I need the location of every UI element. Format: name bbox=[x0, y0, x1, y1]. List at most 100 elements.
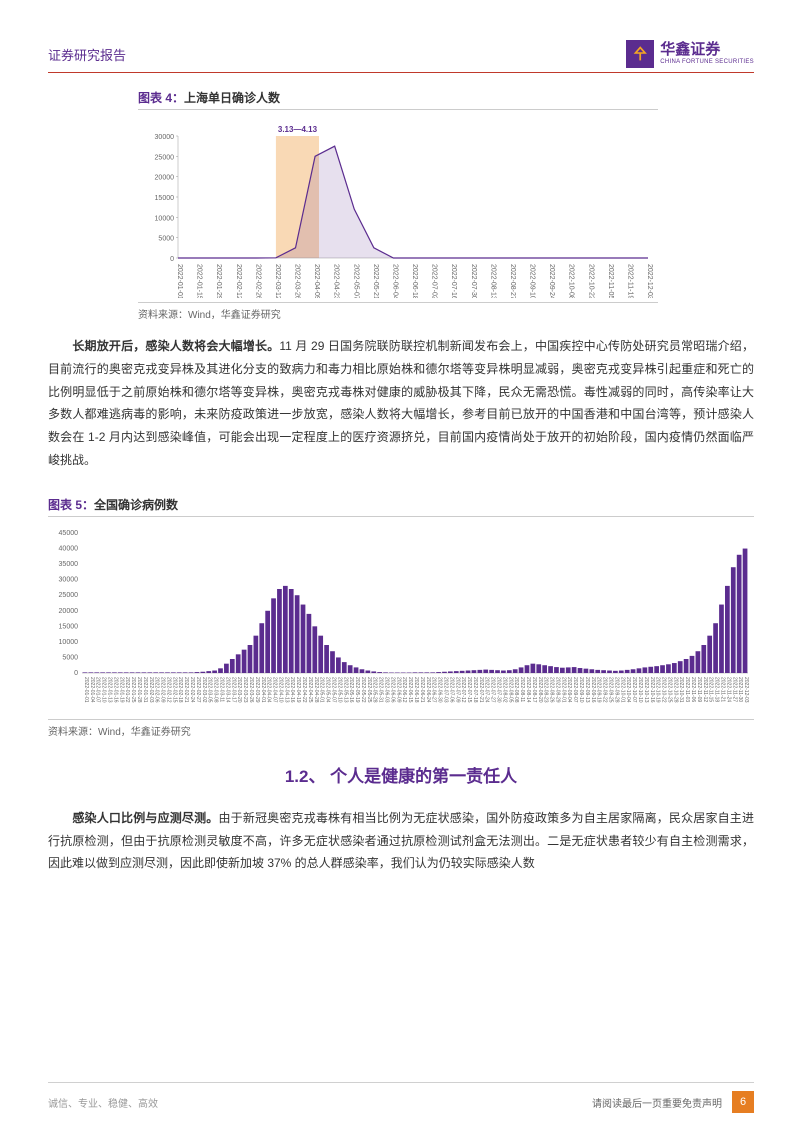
svg-text:2022-10-10: 2022-10-10 bbox=[637, 677, 643, 703]
svg-text:2022-10-13: 2022-10-13 bbox=[643, 677, 649, 703]
svg-text:2022-01-28: 2022-01-28 bbox=[136, 677, 142, 703]
chart-4-title-prefix: 图表 4： bbox=[138, 91, 184, 105]
svg-text:2022-07-30: 2022-07-30 bbox=[496, 677, 502, 703]
chart-5-source: 资料来源：Wind，华鑫证券研究 bbox=[48, 719, 754, 738]
svg-text:2022-08-08: 2022-08-08 bbox=[513, 677, 519, 703]
svg-text:2022-09-01: 2022-09-01 bbox=[560, 677, 566, 703]
svg-text:2022-11-21: 2022-11-21 bbox=[719, 677, 725, 702]
page-number: 6 bbox=[732, 1091, 754, 1113]
svg-text:2022-05-16: 2022-05-16 bbox=[348, 677, 354, 703]
svg-text:2022-01-16: 2022-01-16 bbox=[112, 677, 118, 703]
svg-text:2022-04-13: 2022-04-13 bbox=[283, 677, 289, 703]
svg-text:2022-02-24: 2022-02-24 bbox=[189, 677, 195, 703]
svg-text:2022-01-22: 2022-01-22 bbox=[124, 677, 130, 703]
svg-text:2022-07-15: 2022-07-15 bbox=[466, 677, 472, 703]
svg-text:2022-11-27: 2022-11-27 bbox=[731, 677, 737, 702]
svg-text:2022-04-16: 2022-04-16 bbox=[289, 677, 295, 703]
svg-text:2022-04-19: 2022-04-19 bbox=[295, 677, 301, 703]
page-footer: 诚信、专业、稳健、高效 请阅读最后一页重要免责声明 6 bbox=[0, 1082, 802, 1133]
svg-text:2022-08-29: 2022-08-29 bbox=[554, 677, 560, 703]
company-name-en: CHINA FORTUNE SECURITIES bbox=[660, 59, 754, 66]
svg-text:2022-06-09: 2022-06-09 bbox=[395, 677, 401, 703]
svg-text:35000: 35000 bbox=[59, 561, 79, 568]
chart-4-title-text: 上海单日确诊人数 bbox=[184, 91, 280, 105]
svg-text:2022-04-01: 2022-04-01 bbox=[260, 677, 266, 703]
svg-text:2022-07-03: 2022-07-03 bbox=[442, 677, 448, 703]
svg-text:2022-01-07: 2022-01-07 bbox=[95, 677, 101, 703]
svg-text:2022-07-18: 2022-07-18 bbox=[472, 677, 478, 703]
svg-text:20000: 20000 bbox=[59, 608, 79, 615]
svg-text:3.13—4.13: 3.13—4.13 bbox=[278, 125, 318, 134]
paragraph-1: 长期放开后，感染人数将会大幅增长。11 月 29 日国务院联防联控机制新闻发布会… bbox=[48, 335, 754, 472]
svg-text:2022-06-21: 2022-06-21 bbox=[419, 677, 425, 703]
svg-text:2022-10-07: 2022-10-07 bbox=[631, 677, 637, 703]
svg-text:5000: 5000 bbox=[62, 654, 78, 661]
paragraph-1-lead: 长期放开后，感染人数将会大幅增长。 bbox=[72, 339, 279, 353]
svg-text:2022-07-24: 2022-07-24 bbox=[484, 677, 490, 703]
svg-text:2022-07-21: 2022-07-21 bbox=[478, 677, 484, 703]
svg-text:2022-10-22: 2022-10-22 bbox=[587, 264, 594, 298]
report-type-label: 证券研究报告 bbox=[48, 45, 126, 64]
company-name-cn: 华鑫证券 bbox=[660, 42, 754, 59]
svg-text:2022-10-08: 2022-10-08 bbox=[568, 264, 575, 298]
svg-text:2022-02-12: 2022-02-12 bbox=[165, 677, 171, 703]
svg-text:2022-02-06: 2022-02-06 bbox=[154, 677, 160, 703]
svg-text:40000: 40000 bbox=[59, 545, 79, 552]
footer-disclaimer: 请阅读最后一页重要免责声明 bbox=[592, 1095, 722, 1110]
svg-text:2022-01-01: 2022-01-01 bbox=[176, 264, 183, 298]
svg-text:2022-08-02: 2022-08-02 bbox=[501, 677, 507, 703]
svg-text:2022-08-23: 2022-08-23 bbox=[543, 677, 549, 703]
svg-text:2022-01-19: 2022-01-19 bbox=[118, 677, 124, 703]
svg-text:2022-06-24: 2022-06-24 bbox=[425, 677, 431, 703]
svg-text:2022-04-23: 2022-04-23 bbox=[333, 264, 340, 298]
svg-text:2022-10-16: 2022-10-16 bbox=[649, 677, 655, 703]
svg-text:2022-08-17: 2022-08-17 bbox=[531, 677, 537, 703]
svg-text:2022-03-02: 2022-03-02 bbox=[201, 677, 207, 703]
chart-5-title-prefix: 图表 5： bbox=[48, 498, 94, 512]
svg-text:2022-01-01: 2022-01-01 bbox=[83, 677, 89, 703]
svg-text:2022-10-22: 2022-10-22 bbox=[661, 677, 667, 703]
svg-text:2022-05-13: 2022-05-13 bbox=[342, 677, 348, 703]
svg-text:2022-04-04: 2022-04-04 bbox=[266, 677, 272, 703]
chart-4-svg: 3.13—4.130500010000150002000025000300002… bbox=[138, 118, 658, 298]
svg-text:2022-08-13: 2022-08-13 bbox=[489, 264, 496, 298]
chart-5-block: 图表 5：全国确诊病例数 050001000015000200002500030… bbox=[48, 496, 754, 738]
paragraph-2-lead: 感染人口比例与应测尽测。 bbox=[72, 811, 218, 825]
svg-text:2022-09-24: 2022-09-24 bbox=[548, 264, 555, 298]
svg-text:2022-01-25: 2022-01-25 bbox=[130, 677, 136, 703]
svg-text:2022-02-03: 2022-02-03 bbox=[148, 677, 154, 703]
svg-text:2022-02-18: 2022-02-18 bbox=[177, 677, 183, 703]
svg-text:2022-08-26: 2022-08-26 bbox=[549, 677, 555, 703]
svg-text:2022-01-10: 2022-01-10 bbox=[101, 677, 107, 703]
svg-text:2022-06-18: 2022-06-18 bbox=[411, 264, 418, 298]
svg-text:2022-04-07: 2022-04-07 bbox=[272, 677, 278, 703]
chart-4-block: 图表 4：上海单日确诊人数 3.13—4.1305000100001500020… bbox=[138, 89, 658, 321]
svg-text:2022-04-09: 2022-04-09 bbox=[313, 264, 320, 298]
svg-text:2022-02-27: 2022-02-27 bbox=[195, 677, 201, 703]
company-logo-block: 㐃 华鑫证券 CHINA FORTUNE SECURITIES bbox=[626, 40, 754, 68]
svg-text:2022-07-16: 2022-07-16 bbox=[450, 264, 457, 298]
svg-text:2022-06-12: 2022-06-12 bbox=[401, 677, 407, 703]
svg-text:2022-11-09: 2022-11-09 bbox=[696, 677, 702, 702]
page-header: 证券研究报告 㐃 华鑫证券 CHINA FORTUNE SECURITIES bbox=[48, 40, 754, 73]
svg-text:2022-06-18: 2022-06-18 bbox=[413, 677, 419, 703]
svg-text:2022-11-18: 2022-11-18 bbox=[714, 677, 720, 702]
svg-text:2022-10-19: 2022-10-19 bbox=[655, 677, 661, 703]
svg-text:15000: 15000 bbox=[155, 195, 175, 202]
svg-text:2022-05-25: 2022-05-25 bbox=[366, 677, 372, 703]
svg-text:30000: 30000 bbox=[59, 576, 79, 583]
svg-text:2022-09-19: 2022-09-19 bbox=[596, 677, 602, 703]
svg-text:2022-01-15: 2022-01-15 bbox=[196, 264, 203, 298]
svg-text:2022-11-05: 2022-11-05 bbox=[607, 264, 614, 298]
svg-text:2022-05-01: 2022-05-01 bbox=[319, 677, 325, 703]
svg-text:2022-02-21: 2022-02-21 bbox=[183, 677, 189, 703]
svg-text:2022-07-27: 2022-07-27 bbox=[490, 677, 496, 703]
svg-text:20000: 20000 bbox=[155, 175, 175, 182]
svg-text:2022-09-25: 2022-09-25 bbox=[607, 677, 613, 703]
chart-4-source: 资料来源：Wind，华鑫证券研究 bbox=[138, 302, 658, 321]
svg-text:2022-05-04: 2022-05-04 bbox=[325, 677, 331, 703]
svg-text:2022-11-06: 2022-11-06 bbox=[690, 677, 696, 702]
svg-text:2022-03-11: 2022-03-11 bbox=[219, 677, 225, 702]
svg-text:2022-08-27: 2022-08-27 bbox=[509, 264, 516, 298]
svg-text:2022-02-26: 2022-02-26 bbox=[254, 264, 261, 298]
